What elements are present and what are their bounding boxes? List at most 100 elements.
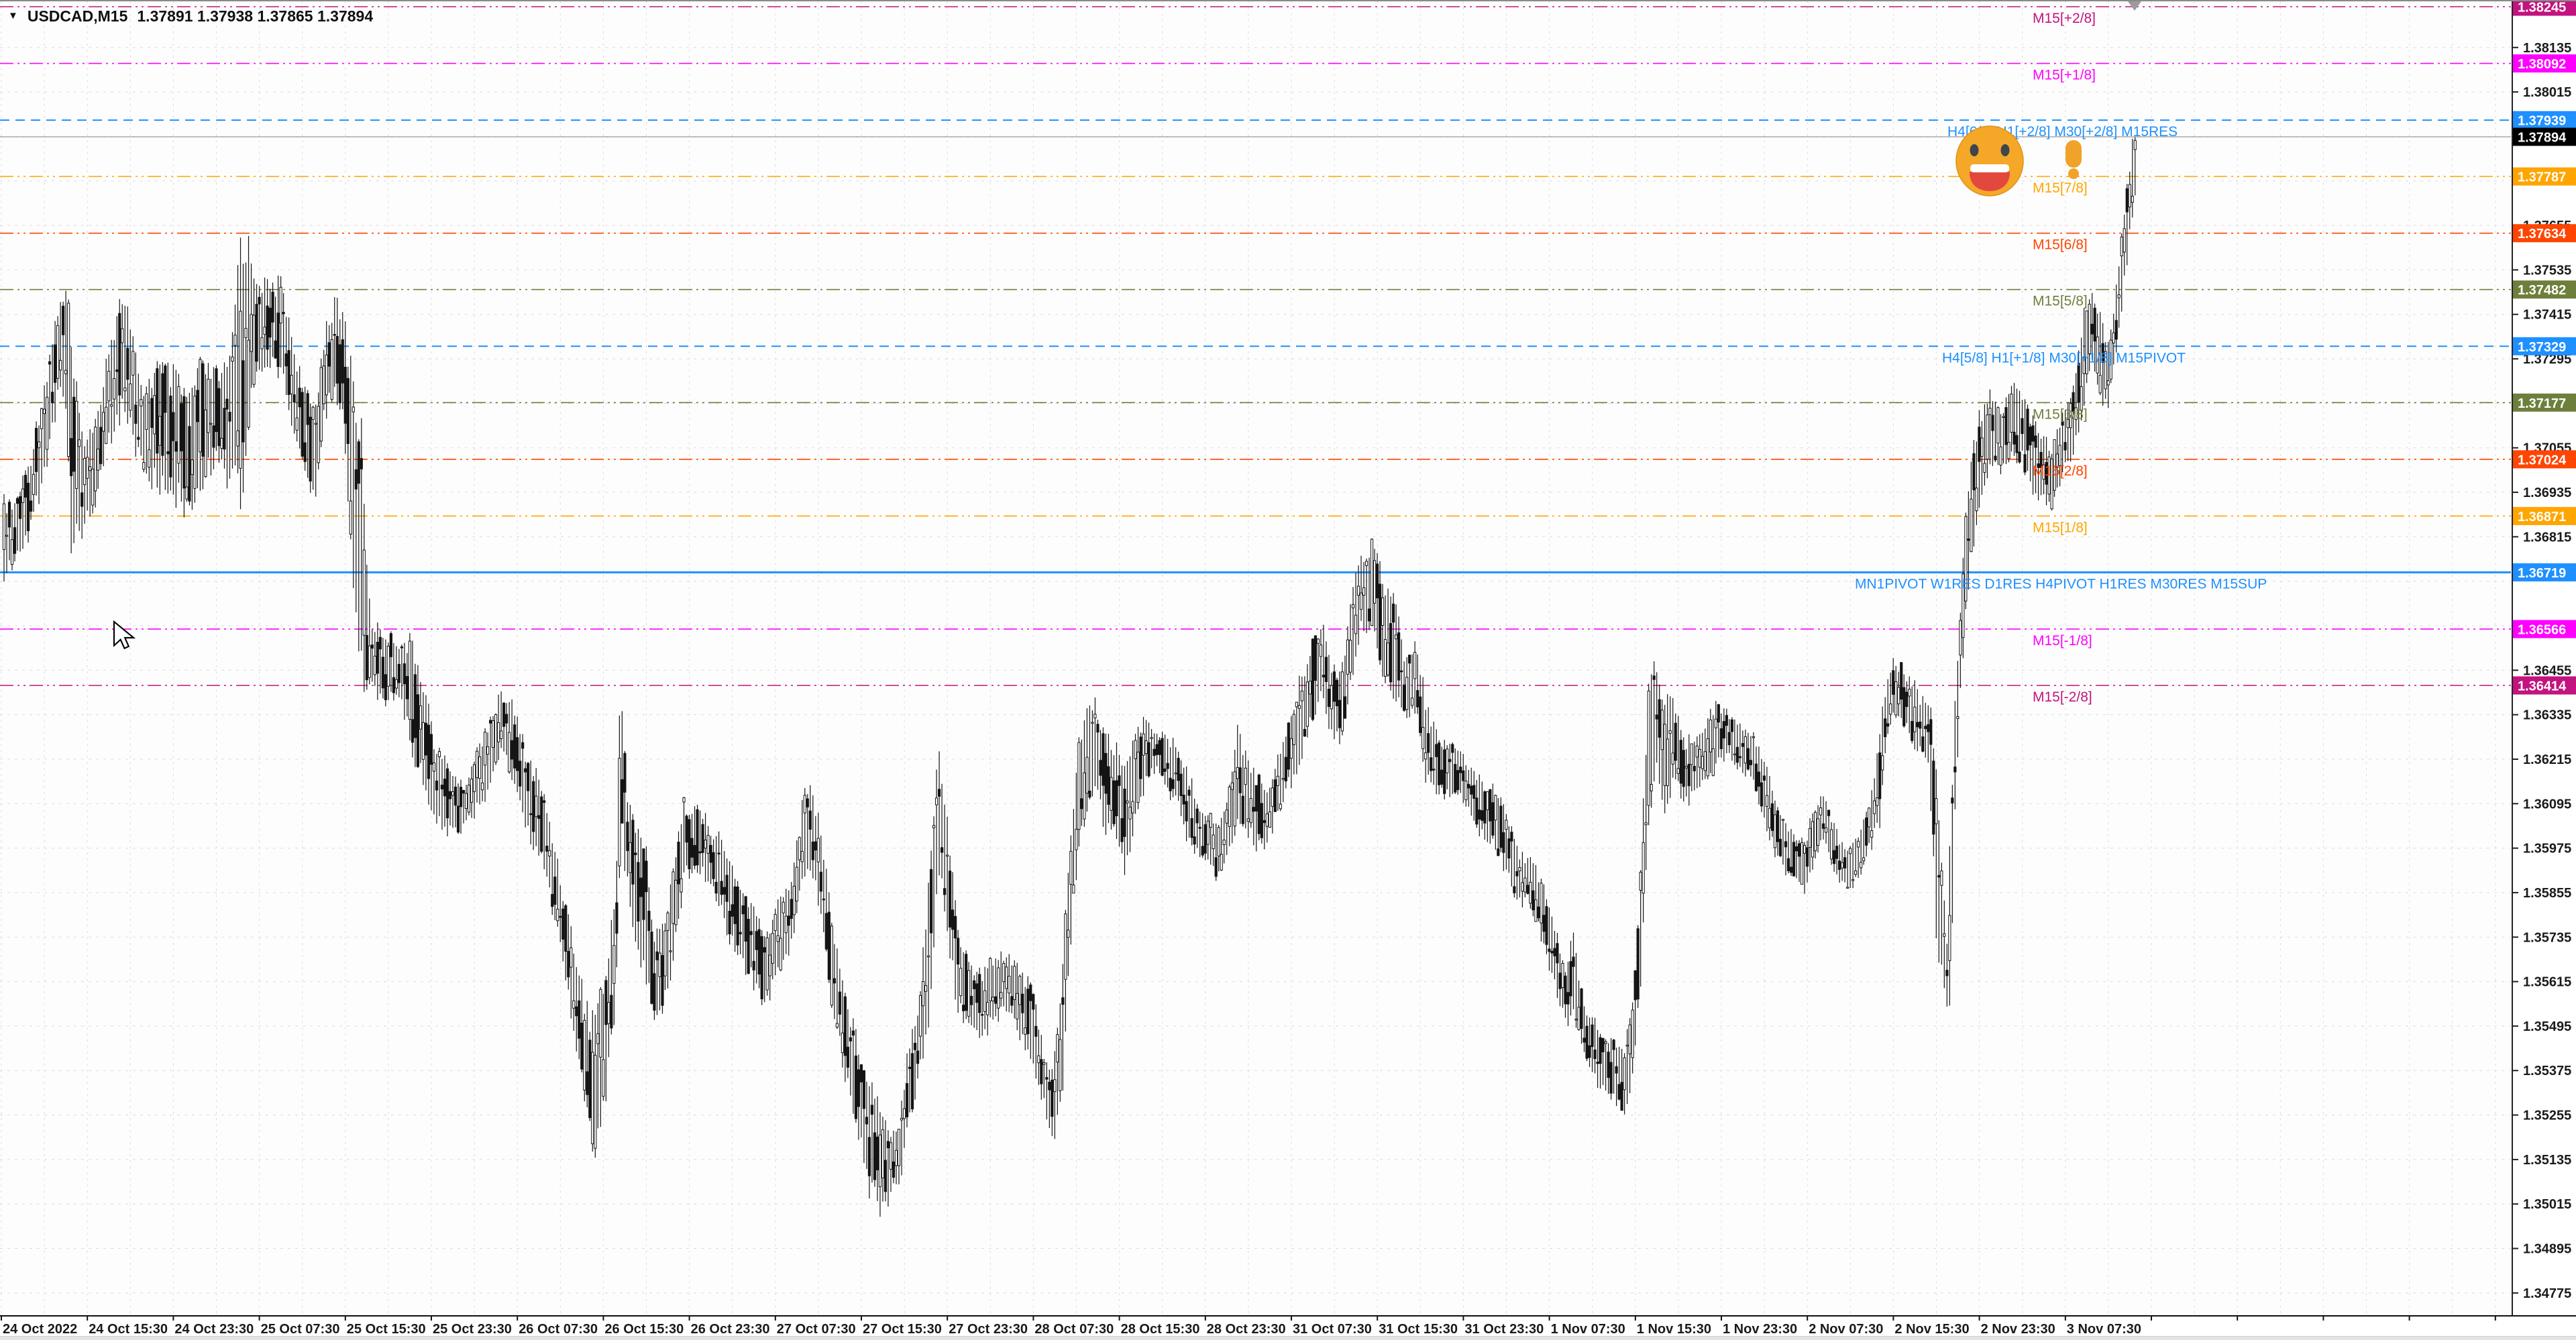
candle-body <box>142 461 146 470</box>
candle-body <box>1884 718 1887 738</box>
candle-body <box>1513 886 1516 893</box>
candle-body <box>1897 687 1900 705</box>
candle-body <box>841 1032 844 1054</box>
candle-body <box>1470 785 1473 795</box>
candle-body <box>696 809 699 866</box>
candle-body <box>1943 933 1946 937</box>
candle-body <box>749 931 753 936</box>
time-tick-label: 1 Nov 07:30 <box>1551 1322 1625 1337</box>
candle-body <box>1644 822 1648 826</box>
price-tick-label: 1.37295 <box>2523 352 2571 367</box>
candle-body <box>1988 408 1992 415</box>
candle-body <box>1778 838 1782 856</box>
candle-body <box>712 852 715 879</box>
time-tick-label: 2 Nov 07:30 <box>1809 1322 1883 1337</box>
candle-body <box>1529 881 1532 904</box>
candle-body <box>427 724 431 779</box>
candle-body <box>1532 890 1535 911</box>
price-tick-label: 1.36215 <box>2523 752 2571 767</box>
candle-body <box>1238 767 1242 793</box>
candle-body <box>1994 455 1997 461</box>
candle-body <box>830 926 833 1006</box>
candle-body <box>1929 719 1933 745</box>
candle-body <box>1986 414 1989 460</box>
candle-body <box>731 904 734 917</box>
candle-body <box>991 997 995 1001</box>
price-tick-label: 1.35615 <box>2523 975 2571 990</box>
candle-body <box>233 335 237 346</box>
candle-body <box>1367 608 1371 622</box>
candle-body <box>1096 724 1099 733</box>
price-scale-bg[interactable] <box>2512 1 2576 1316</box>
candle-body <box>386 645 390 687</box>
candle-body <box>75 400 78 489</box>
candle-body <box>303 442 307 462</box>
symbol-dropdown-icon[interactable]: ▼ <box>8 9 18 21</box>
chart-shift-marker-icon[interactable] <box>2128 1 2141 11</box>
candle-body <box>1462 770 1465 781</box>
candle-body <box>62 305 65 335</box>
exclamation-icon[interactable] <box>2065 140 2082 179</box>
price-badge-value-m15-2-8: 1.37024 <box>2518 453 2567 467</box>
candle-body <box>857 1069 861 1107</box>
candle-body <box>1356 585 1360 596</box>
candle-body <box>1908 689 1911 697</box>
candle-body <box>204 409 207 478</box>
candle-body <box>1053 1079 1057 1093</box>
candle-body <box>1797 843 1801 857</box>
candle-body <box>2026 408 2029 451</box>
candle-body <box>1754 763 1758 791</box>
candle-body <box>1430 757 1433 771</box>
candle-body <box>951 909 955 930</box>
candle-body <box>2034 435 2037 448</box>
candle-body <box>174 441 178 452</box>
candle-body <box>1577 1007 1580 1030</box>
candle-body <box>271 292 274 323</box>
candle-body <box>639 877 643 897</box>
candle-body <box>1714 718 1717 728</box>
candle-body <box>685 816 688 843</box>
candle-body <box>629 842 632 873</box>
candle-body <box>295 417 299 431</box>
smiley-emoji-icon[interactable] <box>1955 125 2024 197</box>
candle-body <box>1263 820 1266 824</box>
price-tick-label: 1.36815 <box>2523 530 2571 545</box>
candle-body <box>18 496 22 519</box>
price-badge-value-m15-plus-1-8: 1.38092 <box>2518 57 2566 72</box>
candle-body <box>1222 839 1226 845</box>
candle-body <box>1515 871 1519 877</box>
candle-body <box>610 995 613 1029</box>
candle-body <box>658 952 661 977</box>
candle-body <box>720 881 723 895</box>
candle-body <box>424 722 428 756</box>
price-badge-m15-sup <box>2513 563 2576 581</box>
candle-body <box>255 304 258 362</box>
candle-body <box>1000 992 1003 999</box>
candle-body <box>655 951 659 960</box>
level-label-m15-1-8: M15[1/8] <box>2033 520 2088 535</box>
candle-body <box>59 359 62 371</box>
price-badge-value-m15-5-8: 1.37482 <box>2518 283 2566 298</box>
candle-body <box>1279 803 1282 809</box>
candle-body <box>1572 956 1575 967</box>
candle-body <box>26 482 30 531</box>
candle-body <box>1343 696 1347 719</box>
candle-body <box>1964 516 1968 602</box>
candle-body <box>567 950 570 978</box>
candle-body <box>169 395 172 478</box>
candle-body <box>722 887 726 895</box>
candle-body <box>803 795 806 814</box>
candle-body <box>1919 721 1922 729</box>
candle-body <box>15 498 19 504</box>
candle-body <box>943 888 947 895</box>
candle-body <box>811 841 814 860</box>
candle-body <box>744 896 747 942</box>
price-tick-label: 1.36455 <box>2523 663 2571 678</box>
price-tick-label: 1.35375 <box>2523 1064 2571 1078</box>
candle-body <box>570 947 573 968</box>
level-label-m15-minus-2-8: M15[-2/8] <box>2033 689 2092 705</box>
candle-body <box>535 795 538 818</box>
candle-body <box>1762 775 1766 781</box>
candle-body <box>1819 807 1823 816</box>
